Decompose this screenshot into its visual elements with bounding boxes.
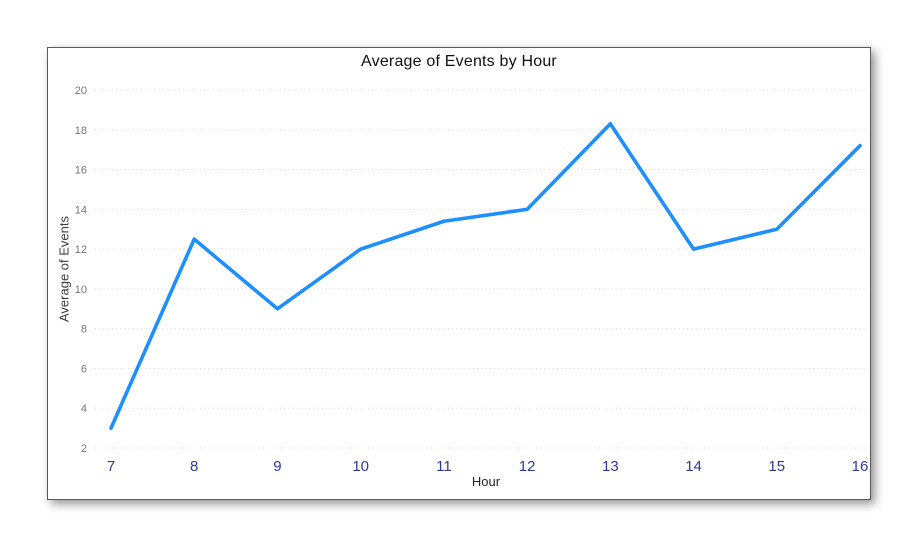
y-axis-tick-label: 10 <box>75 284 87 296</box>
chart-title: Average of Events by Hour <box>361 53 557 70</box>
x-axis-tick-label: 15 <box>768 458 785 475</box>
y-axis-tick-label: 4 <box>81 403 87 415</box>
x-axis-tick-label: 14 <box>685 458 702 475</box>
chart-card: Average of Events by Hour 2 4 6 8 10 12 14 16 18… <box>47 47 871 500</box>
y-axis-tick-label: 2 <box>81 443 87 455</box>
x-axis-title: Hour <box>471 474 501 489</box>
x-axis-tick-label: 13 <box>602 458 619 475</box>
x-axis-tick-label: 16 <box>852 458 869 475</box>
y-axis-tick-label: 18 <box>75 125 87 137</box>
x-axis-tick-label: 7 <box>107 458 115 475</box>
x-axis-tick-label: 12 <box>519 458 536 475</box>
x-axis-tick-label: 8 <box>190 458 198 475</box>
x-axis-tick-label: 10 <box>352 458 369 475</box>
data-line <box>109 122 862 430</box>
y-axis-tick-label: 6 <box>81 363 87 375</box>
line-chart-svg: 2 4 6 8 10 12 14 16 18 20 7 8 9 10 11 12 13 14 15 16 <box>75 85 869 475</box>
y-axis-tick-label: 16 <box>75 165 87 177</box>
y-axis-tick-label: 14 <box>75 204 87 216</box>
y-axis-tick-label: 8 <box>81 324 87 336</box>
x-axis-tick-label: 9 <box>273 458 281 475</box>
y-axis-tick-label: 20 <box>75 85 87 97</box>
y-axis-title: Average of Events <box>56 216 72 322</box>
y-axis-tick-label: 12 <box>75 244 87 256</box>
x-axis-tick-label: 11 <box>436 458 452 475</box>
